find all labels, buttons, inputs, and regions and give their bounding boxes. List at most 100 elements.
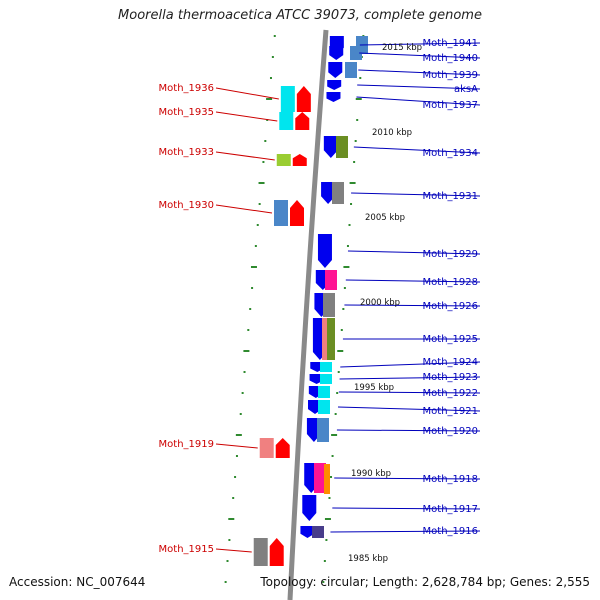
- cog-track: [253, 36, 368, 566]
- label-leader-line: [359, 42, 481, 46]
- label-leader-line: [215, 443, 258, 449]
- gene-label-moth_1923[interactable]: Moth_1923: [423, 372, 478, 383]
- genome-backbone: [287, 29, 329, 600]
- cog-category-block: [350, 46, 362, 60]
- gene-label-moth_1921[interactable]: Moth_1921: [423, 406, 478, 417]
- gene-arrow-moth_1936[interactable]: [296, 86, 311, 112]
- gene-label-moth_1931[interactable]: Moth_1931: [423, 191, 478, 202]
- accession-label: Accession: NC_007644: [9, 575, 146, 589]
- label-leader-line: [330, 530, 481, 533]
- scale-1990kbp: 1990 kbp: [351, 469, 391, 479]
- gene-arrow-moth_1939[interactable]: [328, 62, 343, 78]
- label-leader-line: [357, 84, 481, 90]
- gene-arrow-moth_1917[interactable]: [302, 495, 317, 521]
- cog-category-block: [318, 386, 330, 398]
- scale-2000kbp: 2000 kbp: [360, 298, 400, 308]
- gene-label-moth_1926[interactable]: Moth_1926: [423, 301, 478, 312]
- cog-category-block: [345, 62, 357, 78]
- cog-category-block: [320, 374, 332, 384]
- gene-label-moth_1915[interactable]: Moth_1915: [159, 544, 214, 555]
- label-leader-line: [358, 69, 481, 76]
- gene-arrow-moth_1916[interactable]: [300, 526, 315, 538]
- gene-label-moth_1922[interactable]: Moth_1922: [423, 388, 478, 399]
- gene-arrow-moth_1940[interactable]: [329, 46, 344, 60]
- label-leader-line: [334, 477, 481, 480]
- gene-label-moth_1936[interactable]: Moth_1936: [159, 83, 214, 94]
- cog-category-block: [276, 154, 291, 166]
- gene-label-moth_1929[interactable]: Moth_1929: [423, 249, 478, 260]
- gene-label-moth_1930[interactable]: Moth_1930: [159, 200, 214, 211]
- scale-1985kbp: 1985 kbp: [348, 554, 388, 564]
- label-leader-line: [340, 361, 481, 368]
- gene-label-moth_1916[interactable]: Moth_1916: [423, 526, 478, 537]
- cog-category-block: [324, 464, 330, 494]
- gene-labels: Moth_1941 Moth_1940 Moth_1939 aksA Moth_1937…: [159, 38, 481, 555]
- label-leader-line: [215, 151, 275, 161]
- cog-category-block: [312, 526, 324, 538]
- label-leader-line: [347, 250, 481, 255]
- cog-category-block: [336, 136, 348, 158]
- gene-label-moth_1934[interactable]: Moth_1934: [423, 148, 478, 159]
- label-leader-line: [351, 192, 481, 197]
- label-leader-line: [359, 52, 481, 59]
- map-title: Moorella thermoacetica ATCC 39073, compl…: [118, 8, 482, 23]
- gene-label-moth_1940[interactable]: Moth_1940: [423, 53, 478, 64]
- scale-2005kbp: 2005 kbp: [365, 213, 405, 223]
- gene-label-moth_1939[interactable]: Moth_1939: [423, 70, 478, 81]
- label-leader-line: [336, 429, 481, 432]
- label-leader-line: [353, 146, 481, 154]
- cog-category-block: [318, 400, 330, 414]
- cog-category-block: [317, 418, 329, 442]
- cog-category-block: [314, 463, 326, 493]
- gene-arrow-aksa[interactable]: [327, 80, 342, 90]
- label-leader-line: [338, 391, 481, 394]
- cog-category-block: [259, 438, 274, 458]
- gene-label-moth_1935[interactable]: Moth_1935: [159, 107, 214, 118]
- label-leader-line: [339, 376, 481, 380]
- topology-label: Topology: circular; Length: 2,628,784 bp…: [260, 575, 590, 589]
- gene-arrow-moth_1937[interactable]: [326, 92, 341, 102]
- cog-category-block: [253, 538, 268, 566]
- gene-label-moth_1919[interactable]: Moth_1919: [159, 439, 214, 450]
- gene-label-moth_1928[interactable]: Moth_1928: [423, 277, 478, 288]
- gene-arrow-moth_1934[interactable]: [323, 136, 338, 158]
- gene-label-moth_1920[interactable]: Moth_1920: [423, 426, 478, 437]
- cog-category-block: [320, 362, 332, 372]
- cog-category-block: [332, 182, 344, 204]
- gene-label-moth_1924[interactable]: Moth_1924: [423, 357, 478, 368]
- cog-category-block: [279, 112, 294, 130]
- label-leader-line: [356, 96, 481, 106]
- cog-category-block: [280, 86, 295, 112]
- cog-category-block: [323, 293, 335, 317]
- label-leader-line: [344, 304, 481, 307]
- label-leader-line: [215, 111, 278, 122]
- label-leader-line: [332, 507, 481, 510]
- gene-arrow-moth_1931[interactable]: [321, 182, 336, 204]
- gene-label-moth_1941[interactable]: Moth_1941: [423, 38, 478, 49]
- label-leader-line: [215, 87, 279, 100]
- scale-labels: 2015 kbp 2010 kbp 2005 kbp 2000 kbp 1995 kbp…: [348, 43, 422, 564]
- cog-category-block: [325, 270, 337, 290]
- cog-category-block: [327, 318, 335, 360]
- gene-label-aksa[interactable]: aksA: [454, 84, 478, 95]
- cog-category-block: [274, 200, 288, 226]
- gene-label-moth_1925[interactable]: Moth_1925: [423, 334, 478, 345]
- gene-arrow-moth_1935[interactable]: [295, 112, 310, 130]
- gene-arrow-moth_1929[interactable]: [317, 234, 332, 268]
- label-leader-line: [215, 204, 273, 214]
- gene-arrow-moth_1915[interactable]: [269, 538, 284, 566]
- gene-label-moth_1917[interactable]: Moth_1917: [423, 504, 478, 515]
- scale-2010kbp: 2010 kbp: [372, 128, 412, 138]
- label-leader-line: [337, 406, 481, 412]
- gene-label-moth_1918[interactable]: Moth_1918: [423, 474, 478, 485]
- gene-label-moth_1937[interactable]: Moth_1937: [423, 100, 478, 111]
- label-leader-line: [345, 279, 481, 283]
- gene-arrow-moth_1933[interactable]: [292, 154, 307, 166]
- gene-arrow-moth_1930[interactable]: [290, 200, 304, 226]
- gene-label-moth_1933[interactable]: Moth_1933: [159, 147, 214, 158]
- gene-arrow-moth_1919[interactable]: [275, 438, 290, 458]
- label-leader-line: [215, 548, 252, 553]
- scale-1995kbp: 1995 kbp: [354, 383, 394, 393]
